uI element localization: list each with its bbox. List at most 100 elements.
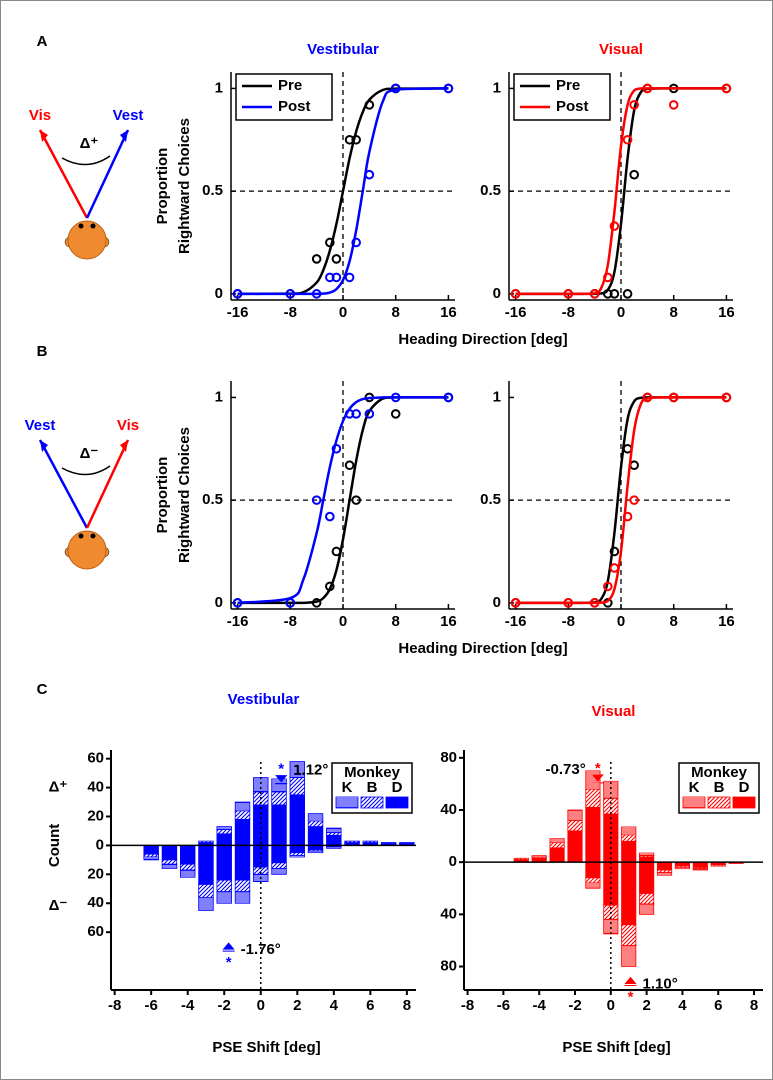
y-tick-label: 40 bbox=[440, 905, 457, 922]
legend-swatch bbox=[707, 796, 731, 809]
data-point bbox=[331, 272, 342, 283]
angle-arc bbox=[61, 155, 111, 166]
arrow-head bbox=[40, 130, 48, 142]
legend-label: B bbox=[714, 779, 725, 796]
x-tick-label: -16 bbox=[227, 613, 249, 630]
data-point bbox=[325, 237, 335, 248]
bar-segment bbox=[216, 879, 232, 893]
legend-swatch bbox=[682, 796, 706, 809]
bar-segment bbox=[326, 846, 342, 849]
data-point bbox=[510, 598, 521, 608]
data-point bbox=[311, 598, 322, 608]
bar-segment bbox=[271, 791, 287, 806]
bar-segment bbox=[234, 818, 251, 846]
bar-segment bbox=[289, 777, 305, 796]
x-axis-label: PSE Shift [deg] bbox=[562, 1039, 670, 1056]
data-point bbox=[331, 546, 342, 557]
significance-star: * bbox=[595, 760, 601, 777]
bar-segment bbox=[674, 866, 690, 870]
fit-curve bbox=[237, 87, 449, 296]
data-point bbox=[629, 100, 639, 110]
x-tick-label: 8 bbox=[392, 613, 400, 630]
x-tick-label: 8 bbox=[403, 997, 411, 1014]
bar-segment bbox=[639, 893, 655, 905]
data-point bbox=[622, 289, 633, 299]
x-tick-label: 4 bbox=[678, 997, 687, 1014]
x-tick-label: -2 bbox=[568, 997, 581, 1014]
bar-segment bbox=[271, 868, 287, 875]
x-tick-label: 0 bbox=[257, 997, 265, 1014]
data-point bbox=[609, 289, 620, 299]
legend-title: Monkey bbox=[691, 764, 748, 781]
pse-marker bbox=[222, 942, 235, 952]
legend-label: D bbox=[739, 779, 750, 796]
bar-segment bbox=[549, 838, 565, 844]
y-tick-label: 40 bbox=[87, 779, 104, 796]
direction-arrow bbox=[38, 129, 89, 219]
x-tick-label: 16 bbox=[718, 613, 735, 630]
data-point bbox=[443, 83, 454, 94]
x-tick-label: 0 bbox=[339, 613, 347, 630]
data-point bbox=[351, 237, 361, 248]
bar-segment bbox=[161, 859, 178, 865]
data-point bbox=[622, 134, 633, 145]
legend-swatch bbox=[732, 796, 756, 809]
x-tick-label: 16 bbox=[440, 613, 457, 630]
data-point bbox=[642, 83, 653, 94]
direction-arrow bbox=[85, 439, 130, 529]
fit-curve bbox=[237, 396, 449, 605]
legend-box bbox=[235, 73, 333, 121]
bar-segment bbox=[289, 845, 305, 854]
bar-segment bbox=[271, 804, 287, 846]
significance-star: * bbox=[278, 761, 284, 778]
panel-letter: B bbox=[37, 343, 48, 360]
fit-curve bbox=[237, 396, 449, 605]
y-tick-label: 20 bbox=[87, 807, 104, 824]
x-tick-label: -8 bbox=[284, 613, 297, 630]
data-point bbox=[311, 495, 322, 505]
bar-segment bbox=[603, 797, 619, 815]
eye bbox=[90, 533, 96, 539]
bar-segment bbox=[216, 833, 232, 846]
pse-label: -1.76° bbox=[241, 941, 281, 958]
y-tick-label: 0 bbox=[493, 285, 501, 302]
legend-title: Monkey bbox=[344, 764, 401, 781]
bar-segment bbox=[234, 845, 251, 881]
bar-segment bbox=[362, 840, 379, 843]
angle-arc bbox=[61, 465, 111, 476]
data-point bbox=[311, 254, 322, 264]
data-point bbox=[325, 272, 335, 283]
bar-segment bbox=[621, 945, 637, 967]
x-tick-label: -8 bbox=[461, 997, 474, 1014]
fit-curve bbox=[515, 396, 727, 605]
x-tick-label: -8 bbox=[562, 304, 575, 321]
bar-segment bbox=[585, 806, 601, 863]
pse-marker bbox=[591, 774, 604, 784]
bar-segment bbox=[234, 891, 251, 904]
x-axis-label: Heading Direction [deg] bbox=[398, 640, 567, 657]
x-tick-label: -8 bbox=[108, 997, 121, 1014]
bar-segment bbox=[399, 842, 415, 845]
head bbox=[67, 220, 107, 260]
x-tick-label: 4 bbox=[330, 997, 339, 1014]
legend-label: B bbox=[367, 779, 378, 796]
x-tick-label: -4 bbox=[533, 997, 547, 1014]
data-point bbox=[351, 134, 361, 145]
data-point bbox=[721, 392, 732, 403]
bar-segment bbox=[198, 840, 214, 843]
data-point bbox=[390, 392, 401, 403]
y-tick-label: 0 bbox=[96, 836, 104, 853]
data-point bbox=[609, 546, 620, 557]
data-point bbox=[390, 409, 401, 419]
arrow-head bbox=[120, 440, 128, 452]
x-tick-label: 0 bbox=[339, 304, 347, 321]
bar-segment bbox=[603, 919, 619, 935]
x-axis-label: Heading Direction [deg] bbox=[398, 331, 567, 348]
y-tick-label: 0.5 bbox=[202, 182, 223, 199]
bar-segment bbox=[567, 809, 583, 821]
chart-title: Visual bbox=[592, 703, 636, 720]
bar-segment bbox=[639, 903, 655, 915]
data-point bbox=[325, 511, 335, 522]
data-point bbox=[351, 495, 361, 505]
